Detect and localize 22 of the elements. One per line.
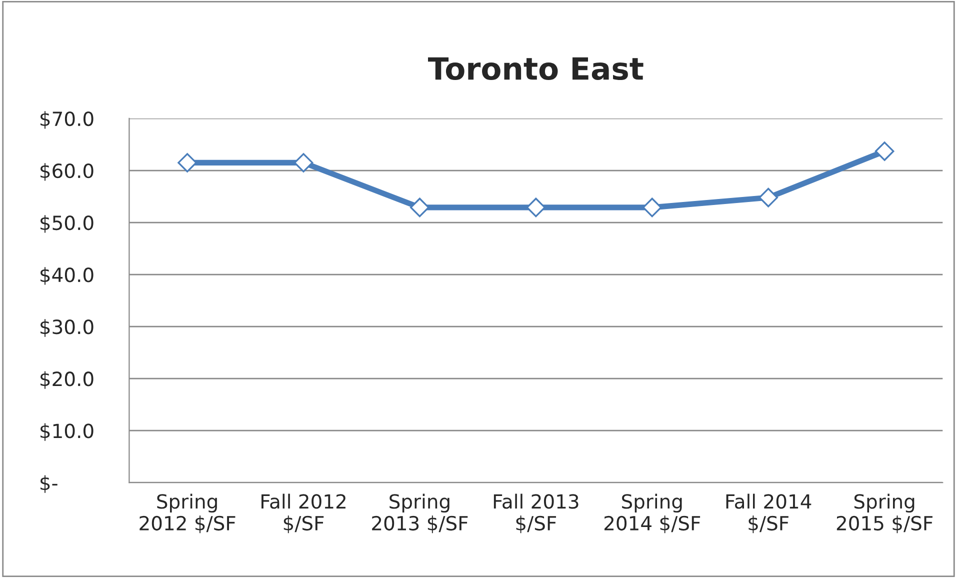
x-tick-label: Fall 2013 $/SF — [494, 494, 578, 534]
x-tick-label: Fall 2012 $/SF — [262, 494, 346, 534]
chart-title: Toronto East — [428, 57, 644, 80]
x-tick-label: Spring 2014 $/SF — [604, 494, 700, 534]
x-tick-label: Fall 2014 $/SF — [726, 494, 812, 534]
y-tick-label: $10.0 — [40, 423, 94, 441]
y-tick-label: $50.0 — [40, 215, 94, 233]
point — [758, 188, 778, 208]
y-tick-label: $30.0 — [40, 319, 94, 337]
y-tick-label: $20.0 — [40, 371, 94, 389]
point — [294, 153, 314, 172]
y-tick-label: $60.0 — [40, 163, 94, 181]
point — [178, 153, 197, 172]
y-tick-label: $70.0 — [40, 111, 94, 129]
x-tick-label: Spring 2015 $/SF — [836, 494, 932, 534]
x-tick-label: Spring 2013 $/SF — [372, 494, 468, 534]
y-tick-label: $- — [40, 475, 58, 493]
point — [526, 198, 546, 218]
x-tick-label: Spring 2012 $/SF — [140, 494, 236, 534]
y-tick-label: $40.0 — [40, 267, 94, 285]
point — [410, 198, 430, 218]
point — [874, 142, 894, 161]
